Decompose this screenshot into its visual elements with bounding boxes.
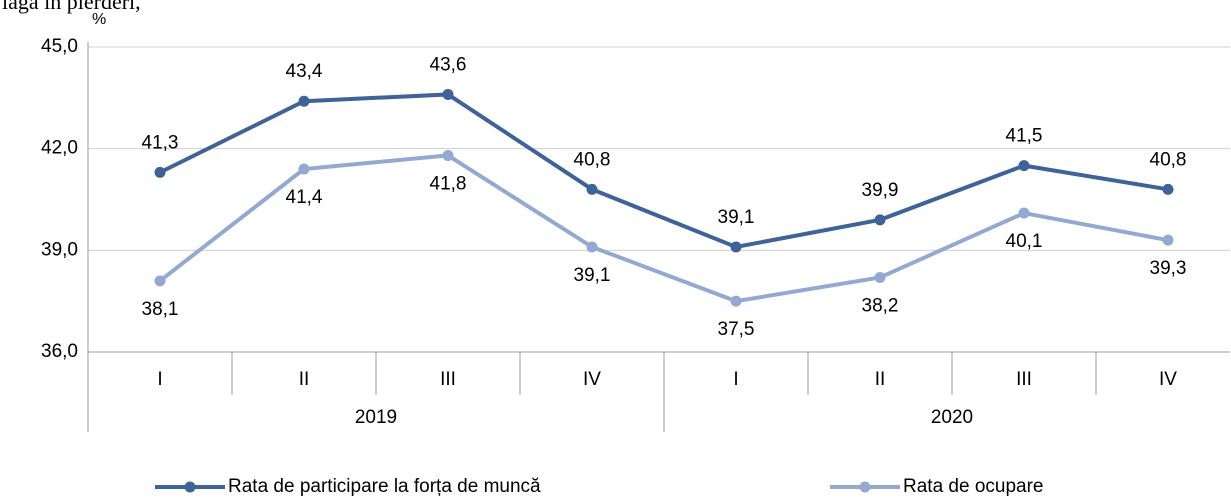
point	[586, 241, 598, 253]
point	[1018, 207, 1030, 219]
data-label: 39,1	[574, 265, 611, 286]
point	[154, 275, 166, 287]
legend-marker	[859, 481, 871, 493]
data-label: 40,8	[574, 149, 611, 170]
y-tick-label: 45,0	[41, 36, 78, 57]
x-tick-label: I	[733, 369, 738, 390]
data-label: 38,1	[142, 299, 179, 320]
y-tick-label: 39,0	[41, 239, 78, 260]
point	[586, 183, 598, 195]
x-tick-label: II	[299, 369, 310, 390]
x-tick-label: II	[875, 369, 886, 390]
point	[442, 88, 454, 100]
data-label: 41,5	[1006, 126, 1043, 147]
point	[1162, 234, 1174, 246]
point	[442, 149, 454, 161]
x-tick-label: III	[1016, 369, 1032, 390]
point	[730, 295, 742, 307]
point	[1162, 183, 1174, 195]
series-line	[159, 92, 1169, 250]
data-label: 40,1	[1006, 231, 1043, 252]
point	[154, 166, 166, 178]
x-tick-label: IV	[1159, 369, 1177, 390]
x-tick-label: I	[157, 369, 162, 390]
legend-marker	[184, 481, 196, 493]
data-label: 41,4	[286, 187, 323, 208]
series-line	[158, 153, 1169, 304]
x-tick-label: III	[440, 369, 456, 390]
data-label: 41,3	[142, 132, 179, 153]
point	[298, 163, 310, 175]
group-label: 2019	[355, 407, 397, 428]
data-label: 37,5	[718, 319, 755, 340]
data-label: 39,3	[1150, 258, 1187, 279]
point	[298, 95, 310, 107]
legend-label: Rata de ocupare	[903, 476, 1044, 497]
data-label: 43,6	[430, 54, 467, 75]
point	[874, 214, 886, 226]
data-label: 41,8	[430, 173, 467, 194]
data-label: 38,2	[862, 295, 899, 316]
y-tick-label: 36,0	[41, 341, 78, 362]
point	[1018, 160, 1030, 172]
data-label: 39,9	[862, 180, 899, 201]
legend-label: Rata de participare la forța de muncă	[228, 476, 541, 497]
data-label: 43,4	[286, 61, 323, 82]
y-tick-label: 42,0	[41, 138, 78, 159]
group-label: 2020	[931, 407, 973, 428]
data-label: 40,8	[1150, 149, 1187, 170]
header-text: lagă în pierderi,	[2, 0, 141, 14]
x-tick-label: IV	[583, 369, 601, 390]
point	[874, 271, 886, 283]
point	[730, 241, 742, 253]
data-label: 39,1	[718, 207, 755, 228]
y-unit: %	[92, 11, 106, 28]
